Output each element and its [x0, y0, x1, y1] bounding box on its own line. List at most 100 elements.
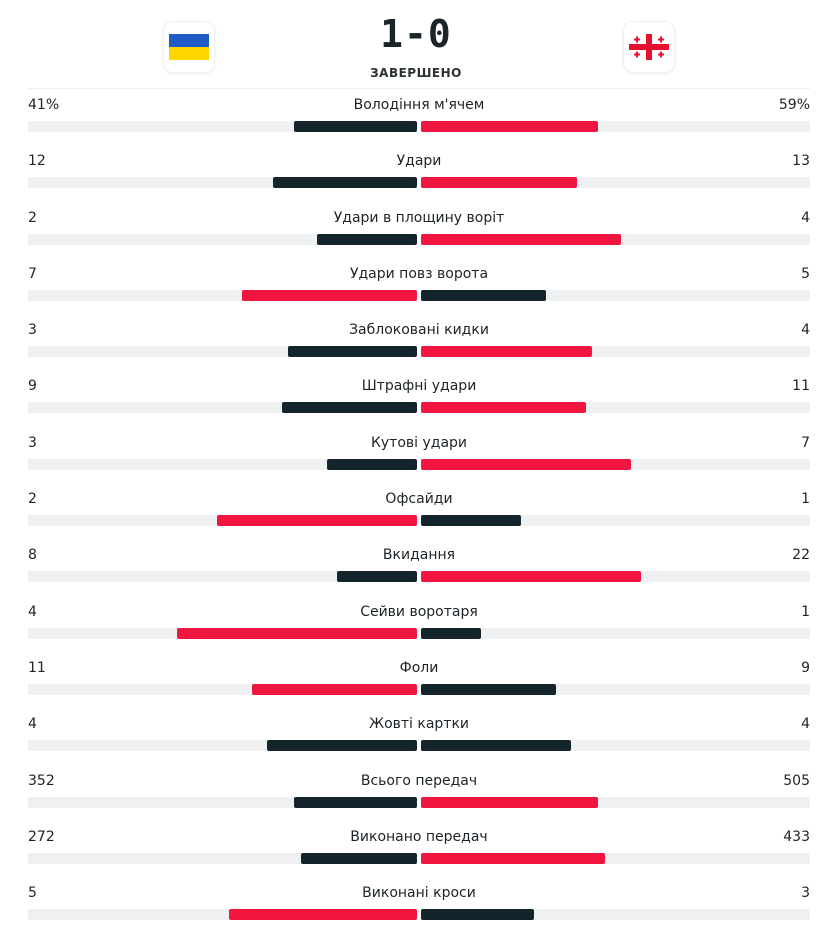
away-stat-track	[421, 289, 810, 301]
stat-row: 7 Удари повз ворота 5	[28, 263, 810, 319]
stat-row: 3 Заблоковані кидки 4	[28, 319, 810, 375]
away-stat-bar	[421, 683, 556, 695]
home-stat-track	[28, 289, 417, 301]
stat-label: Жовті картки	[368, 716, 470, 733]
stat-label: Виконано передач	[350, 828, 488, 845]
away-stat-value: 1	[801, 603, 810, 620]
home-stat-bar	[294, 121, 417, 132]
away-stat-value: 11	[792, 378, 810, 395]
home-stat-value: 41%	[28, 97, 60, 113]
away-stat-track	[421, 627, 810, 639]
home-stat-bar	[217, 515, 417, 527]
away-stat-value: 5	[801, 265, 810, 282]
home-stat-bar	[327, 458, 417, 470]
stat-row: 5 Виконані кроси 3	[28, 882, 810, 938]
away-team-flag[interactable]	[624, 22, 674, 72]
away-stat-bar	[421, 177, 577, 189]
stat-row: 11 Фоли 9	[28, 657, 810, 713]
match-header: 1-0 ЗАВЕРШЕНО	[0, 0, 832, 90]
home-stat-bar	[267, 740, 417, 752]
home-stat-value: 4	[28, 716, 37, 733]
stat-row: 272 Виконано передач 433	[28, 826, 810, 882]
away-stat-value: 59%	[778, 97, 810, 113]
stat-label: Удари	[396, 153, 442, 170]
home-stat-bar	[282, 402, 417, 414]
away-stat-bar	[421, 233, 621, 245]
home-stat-value: 9	[28, 378, 37, 395]
home-stat-bar	[229, 909, 417, 921]
away-stat-value: 13	[792, 153, 810, 170]
home-stat-track	[28, 515, 417, 527]
stat-row: 41% Володіння м'ячем 59%	[28, 94, 810, 150]
away-stat-track	[421, 796, 810, 808]
stat-label: Виконані кроси	[362, 885, 476, 902]
away-stat-value: 4	[801, 209, 810, 226]
home-stat-bar	[252, 683, 417, 695]
home-stat-value: 5	[28, 885, 37, 902]
away-stat-track	[421, 346, 810, 358]
stat-label: Штрафні удари	[361, 378, 477, 395]
away-stat-bar	[421, 740, 571, 752]
away-stat-value: 4	[801, 716, 810, 733]
stat-label: Всього передач	[360, 772, 478, 789]
stat-row: 9 Штрафні удари 11	[28, 375, 810, 431]
match-score: 1-0	[380, 12, 452, 56]
home-stat-value: 4	[28, 603, 37, 620]
away-stat-bar	[421, 346, 592, 358]
away-stat-track	[421, 740, 810, 752]
away-stat-track	[421, 683, 810, 695]
away-stat-value: 433	[783, 828, 810, 845]
stat-row: 8 Вкидання 22	[28, 544, 810, 600]
home-stat-bar	[301, 852, 417, 864]
stat-label: Фоли	[399, 659, 439, 676]
home-stat-track	[28, 683, 417, 695]
away-stat-value: 4	[801, 322, 810, 339]
away-stat-bar	[421, 571, 641, 583]
stat-label: Заблоковані кидки	[349, 322, 489, 339]
home-stat-track	[28, 458, 417, 470]
home-stat-track	[28, 346, 417, 358]
home-stat-bar	[337, 571, 417, 583]
away-stat-track	[421, 121, 810, 132]
home-stat-bar	[273, 177, 417, 189]
stat-row: 4 Сейви воротаря 1	[28, 601, 810, 657]
away-stat-track	[421, 852, 810, 864]
home-stat-track	[28, 627, 417, 639]
ukraine-flag-icon	[169, 34, 209, 60]
stat-label: Кутові удари	[370, 434, 468, 451]
home-team-flag[interactable]	[164, 22, 214, 72]
away-stat-value: 7	[801, 434, 810, 451]
away-stat-track	[421, 177, 810, 189]
home-stat-track	[28, 402, 417, 414]
stat-label: Сейви воротаря	[360, 603, 478, 620]
stat-row: 4 Жовті картки 4	[28, 713, 810, 769]
away-stat-bar	[421, 796, 598, 808]
home-stat-value: 352	[28, 772, 55, 789]
stat-row: 2 Офсайди 1	[28, 488, 810, 544]
header-divider	[28, 88, 810, 89]
away-stat-bar	[421, 121, 598, 132]
stat-label: Офсайди	[385, 491, 453, 508]
away-stat-bar	[421, 515, 521, 527]
away-stat-bar	[421, 458, 631, 470]
away-stat-track	[421, 233, 810, 245]
home-stat-bar	[288, 346, 417, 358]
home-stat-bar	[177, 627, 417, 639]
away-stat-value: 22	[792, 547, 810, 564]
away-stat-bar	[421, 852, 605, 864]
home-stat-value: 12	[28, 153, 46, 170]
home-stat-track	[28, 852, 417, 864]
stat-label: Удари в площину воріт	[333, 209, 505, 226]
home-stat-bar	[317, 233, 417, 245]
stat-row: 12 Удари 13	[28, 150, 810, 206]
home-stat-bar	[294, 796, 417, 808]
stat-row: 2 Удари в площину воріт 4	[28, 207, 810, 263]
away-stat-bar	[421, 909, 534, 921]
home-stat-value: 2	[28, 491, 37, 508]
away-stat-value: 9	[801, 659, 810, 676]
home-stat-track	[28, 796, 417, 808]
home-stat-track	[28, 909, 417, 921]
home-stat-value: 2	[28, 209, 37, 226]
away-stat-bar	[421, 289, 546, 301]
away-stat-bar	[421, 402, 586, 414]
